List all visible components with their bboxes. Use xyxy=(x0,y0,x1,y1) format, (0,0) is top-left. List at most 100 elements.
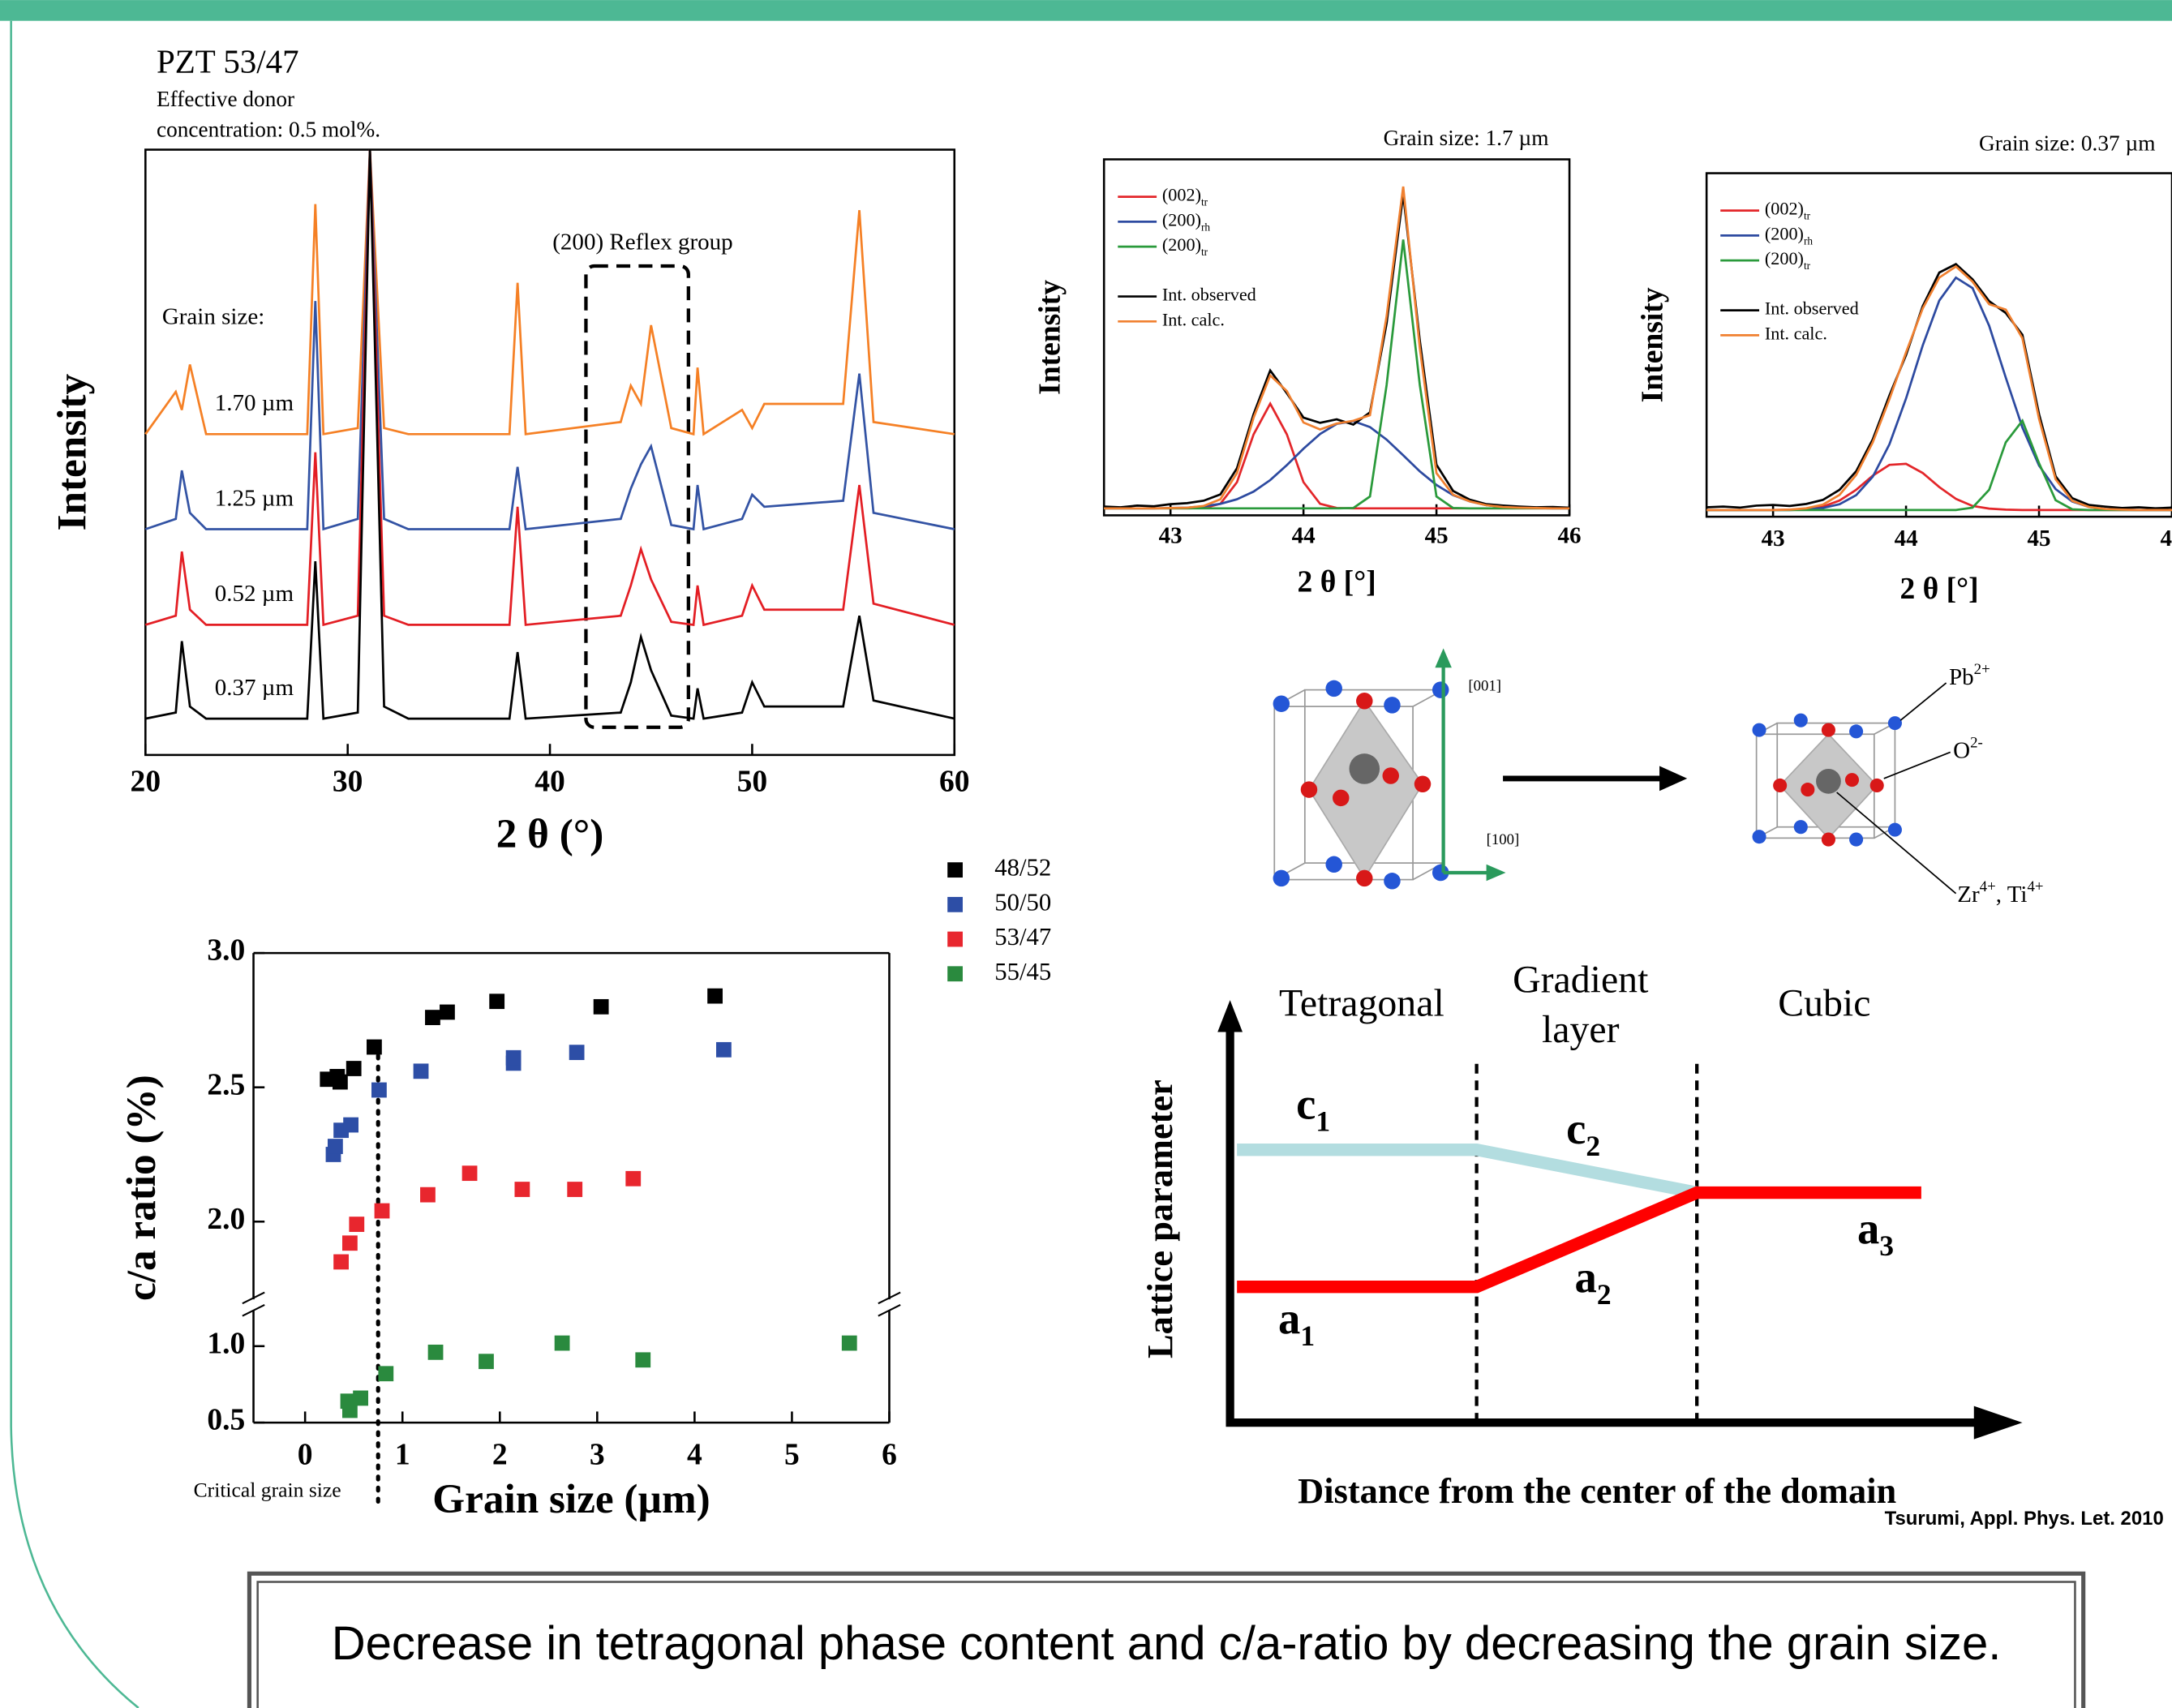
plot-frame xyxy=(144,148,956,757)
point xyxy=(327,1139,343,1154)
point xyxy=(707,988,723,1004)
legend-label: 50/50 xyxy=(994,888,1051,916)
point xyxy=(332,1074,348,1090)
point xyxy=(489,993,505,1010)
legend-name: (200) xyxy=(1765,224,1804,244)
legend-marker xyxy=(947,966,963,982)
x-tick-label: 3 xyxy=(590,1438,605,1471)
point xyxy=(420,1187,436,1203)
point xyxy=(715,1041,732,1058)
lattice-label-part: a xyxy=(1575,1251,1597,1301)
legend-label: Int. observed xyxy=(1162,285,1256,305)
point xyxy=(427,1344,444,1360)
header-bar xyxy=(0,0,2172,21)
axis-label: [001] xyxy=(1468,678,1501,695)
x-tick-label: 6 xyxy=(882,1438,897,1471)
subtitle: Effective donor xyxy=(157,87,294,111)
y-axis-label: Intensity xyxy=(49,374,96,531)
legend-marker xyxy=(947,862,963,878)
legend-label: 48/52 xyxy=(994,854,1051,882)
lattice-label-part: 2 xyxy=(1586,1130,1600,1162)
legend-label: (002)tr xyxy=(1162,185,1208,208)
x-tick-label: 0 xyxy=(298,1438,313,1471)
lattice-label-part: 1 xyxy=(1300,1320,1315,1352)
critical-label: Critical grain size xyxy=(194,1478,341,1501)
lattice-label: a2 xyxy=(1575,1251,1612,1311)
point xyxy=(367,1039,382,1055)
legend-label: Int. observed xyxy=(1765,298,1859,319)
ion-label-part: Zr xyxy=(1957,882,1980,908)
axis-break xyxy=(878,1291,901,1317)
series-label: 0.52 µm xyxy=(215,581,294,607)
lattice-diagram-shapes xyxy=(1217,1000,2023,1440)
lattice-label: c2 xyxy=(1566,1104,1600,1163)
point xyxy=(343,1117,358,1133)
lattice-label-part: a xyxy=(1857,1204,1879,1253)
point xyxy=(569,1045,585,1061)
legend-sub: tr xyxy=(1804,260,1811,272)
lattice-label-part: 1 xyxy=(1316,1105,1330,1138)
legend-label: (200)rh xyxy=(1162,209,1210,232)
series-line xyxy=(1104,419,1570,510)
y-axis-label: Intensity xyxy=(1034,280,1067,395)
series-label: 1.70 µm xyxy=(215,390,294,416)
region-label: Tetragonal xyxy=(1279,982,1444,1025)
lattice-label: a3 xyxy=(1857,1204,1894,1263)
legend-name: Int. calc. xyxy=(1162,309,1225,329)
legend-label: 55/45 xyxy=(994,958,1051,985)
point xyxy=(342,1402,358,1418)
lattice-x-label: Distance from the center of the domain xyxy=(1298,1470,1896,1511)
x-tick-label: 60 xyxy=(939,765,970,798)
conclusion-text: Decrease in tetragonal phase content and… xyxy=(332,1617,2002,1670)
x-tick-label: 44 xyxy=(1895,526,1918,551)
series-line xyxy=(1706,462,2172,512)
legend-label: 53/47 xyxy=(994,923,1051,951)
series-line xyxy=(1104,186,1570,510)
lattice-label-part: 2 xyxy=(1597,1278,1612,1311)
ion-label-part: 2- xyxy=(1970,734,1983,751)
point xyxy=(413,1063,429,1079)
series-line xyxy=(144,149,955,436)
y-axis-label: Intensity xyxy=(1637,287,1670,402)
y-tick-label: 3.0 xyxy=(207,934,245,968)
lattice-label-part: c xyxy=(1296,1079,1316,1128)
legend-name: Int. calc. xyxy=(1765,323,1827,343)
point xyxy=(479,1354,494,1370)
point xyxy=(593,998,609,1015)
citation: Tsurumi, Appl. Phys. Let. 2010 xyxy=(1885,1508,2164,1530)
plot-frame xyxy=(1705,172,2172,518)
x-tick-label: 44 xyxy=(1292,522,1316,548)
y-tick-label: 1.0 xyxy=(207,1327,245,1360)
legend-sub: rh xyxy=(1804,234,1813,247)
legend-title: Grain size: xyxy=(162,304,265,330)
x-tick-label: 45 xyxy=(2028,526,2051,551)
legend-label: (200)tr xyxy=(1765,248,1811,271)
x-tick-label: 50 xyxy=(737,765,768,798)
axis-break xyxy=(242,1291,265,1317)
legend-sub: tr xyxy=(1201,195,1208,208)
x-axis-label: Grain size (µm) xyxy=(432,1476,710,1522)
legend-sub: tr xyxy=(1804,209,1811,221)
chart-title: Grain size: 1.7 µm xyxy=(1384,126,1549,150)
ion-label-part: 4+ xyxy=(1980,878,1996,895)
series-line xyxy=(1104,194,1570,509)
x-axis-label: 2 θ [°] xyxy=(1899,573,1978,606)
ion-label-part: 2+ xyxy=(1974,661,1990,678)
x-tick-label: 2 xyxy=(492,1438,508,1471)
side-curve xyxy=(10,20,140,1708)
y-tick-label: 2.5 xyxy=(207,1068,245,1101)
lattice-label-part: c xyxy=(1566,1104,1586,1153)
ion-label-part: , Ti xyxy=(1996,882,2028,908)
point xyxy=(461,1165,478,1182)
point xyxy=(371,1082,387,1098)
ion-label: Pb2+ xyxy=(1949,661,1990,690)
point xyxy=(554,1335,570,1351)
y-tick-label: 0.5 xyxy=(207,1404,245,1437)
point xyxy=(349,1217,365,1232)
point xyxy=(841,1335,857,1351)
series-line xyxy=(144,149,955,627)
x-tick-label: 30 xyxy=(333,765,363,798)
plot-frame xyxy=(1102,158,1571,517)
lattice-label: c1 xyxy=(1296,1079,1330,1138)
